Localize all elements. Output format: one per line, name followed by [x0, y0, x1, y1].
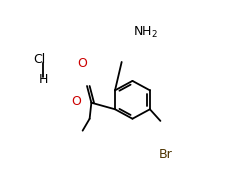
Text: O: O: [77, 57, 87, 70]
Text: H: H: [38, 73, 47, 86]
Text: O: O: [71, 95, 81, 108]
Text: NH$_2$: NH$_2$: [133, 25, 158, 40]
Text: Cl: Cl: [33, 53, 45, 66]
Text: Br: Br: [158, 148, 172, 161]
